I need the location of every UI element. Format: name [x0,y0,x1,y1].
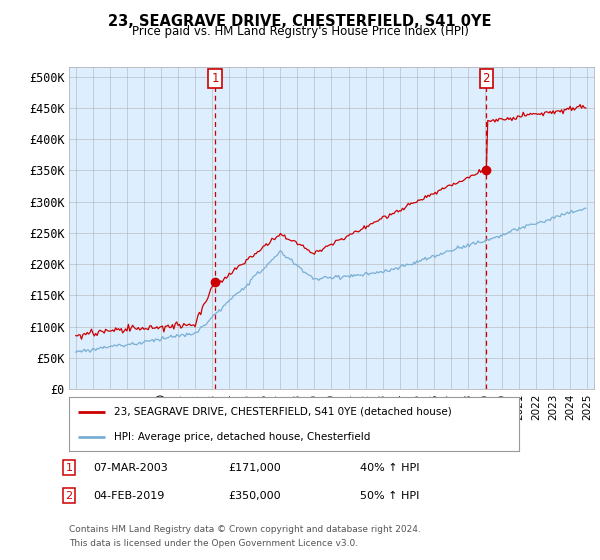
Text: 04-FEB-2019: 04-FEB-2019 [93,491,164,501]
Text: £350,000: £350,000 [228,491,281,501]
Text: 23, SEAGRAVE DRIVE, CHESTERFIELD, S41 0YE: 23, SEAGRAVE DRIVE, CHESTERFIELD, S41 0Y… [108,14,492,29]
Text: Contains HM Land Registry data © Crown copyright and database right 2024.: Contains HM Land Registry data © Crown c… [69,525,421,534]
Text: Price paid vs. HM Land Registry's House Price Index (HPI): Price paid vs. HM Land Registry's House … [131,25,469,38]
Text: 23, SEAGRAVE DRIVE, CHESTERFIELD, S41 0YE (detached house): 23, SEAGRAVE DRIVE, CHESTERFIELD, S41 0Y… [114,407,452,417]
Text: HPI: Average price, detached house, Chesterfield: HPI: Average price, detached house, Ches… [114,432,370,442]
Text: 1: 1 [65,463,73,473]
Text: 2: 2 [482,72,490,85]
Text: This data is licensed under the Open Government Licence v3.0.: This data is licensed under the Open Gov… [69,539,358,548]
Text: 2: 2 [65,491,73,501]
Text: 1: 1 [211,72,219,85]
Text: 50% ↑ HPI: 50% ↑ HPI [360,491,419,501]
Text: 40% ↑ HPI: 40% ↑ HPI [360,463,419,473]
Text: 07-MAR-2003: 07-MAR-2003 [93,463,168,473]
Text: £171,000: £171,000 [228,463,281,473]
